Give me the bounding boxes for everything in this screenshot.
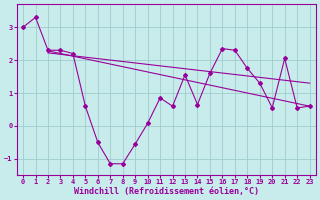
X-axis label: Windchill (Refroidissement éolien,°C): Windchill (Refroidissement éolien,°C) xyxy=(74,187,259,196)
